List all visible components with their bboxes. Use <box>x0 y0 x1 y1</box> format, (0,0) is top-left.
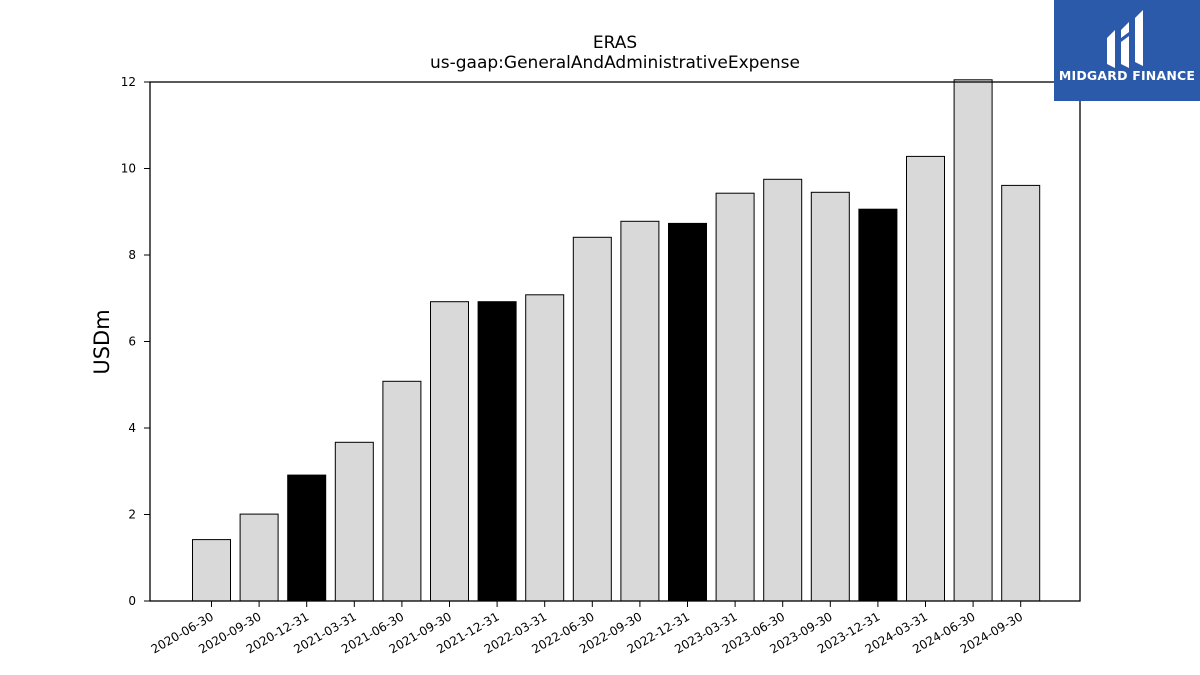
bar-2022-12-31 <box>668 222 707 602</box>
bar-2023-09-30 <box>810 191 850 602</box>
bar-2024-09-30 <box>1001 184 1041 602</box>
bar-2020-09-30 <box>239 513 279 602</box>
y-axis: 0 2 4 6 8 10 12 <box>121 75 150 608</box>
chart-title: ERAS <box>593 33 637 53</box>
y-tick-label: 0 <box>128 594 136 608</box>
y-axis-label: USDm <box>90 309 114 374</box>
bar-2024-06-30 <box>953 79 993 602</box>
y-tick-label: 2 <box>128 508 136 522</box>
bar-2022-09-30 <box>620 220 660 602</box>
bar-2020-06-30 <box>192 539 231 602</box>
midgard-logo-icon <box>1107 10 1143 68</box>
bar-2023-12-31 <box>858 208 898 602</box>
bar-2022-03-31 <box>525 294 565 602</box>
bar-2023-06-30 <box>763 178 803 602</box>
y-tick-label: 10 <box>121 162 136 176</box>
y-tick-label: 6 <box>128 335 136 349</box>
x-axis: 2020-06-302020-09-302020-12-312021-03-31… <box>149 601 1025 656</box>
bar-2021-12-31 <box>477 301 517 602</box>
brand-logo: MIDGARD FINANCE <box>1054 0 1200 101</box>
bar-2020-12-31 <box>287 474 327 602</box>
bar-2021-09-30 <box>430 301 469 602</box>
bar-2021-06-30 <box>382 380 422 602</box>
y-tick-label: 12 <box>121 75 136 89</box>
y-tick-label: 4 <box>128 421 136 435</box>
bar-2023-03-31 <box>715 192 755 602</box>
bar-2021-03-31 <box>334 441 374 602</box>
bar-2024-03-31 <box>906 155 945 602</box>
bar-2022-06-30 <box>572 236 612 602</box>
y-tick-label: 8 <box>128 248 136 262</box>
brand-name: MIDGARD FINANCE <box>1058 68 1196 83</box>
bars <box>192 79 1041 602</box>
plot-frame <box>149 81 1081 602</box>
chart-subtitle: us-gaap:GeneralAndAdministrativeExpense <box>430 53 800 73</box>
